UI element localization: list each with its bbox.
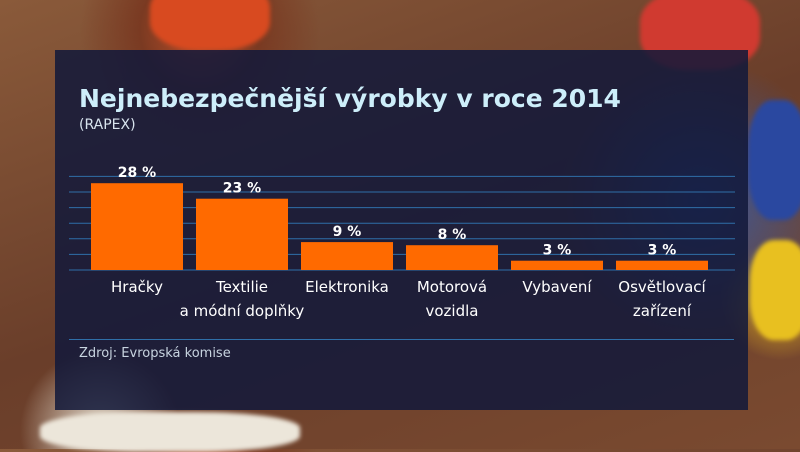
category-label: Textilie [215, 278, 268, 296]
bar [91, 183, 183, 270]
bar [511, 260, 603, 270]
background-toy [150, 0, 270, 50]
chart-title: Nejnebezpečnější výrobky v roce 2014 [79, 84, 621, 113]
data-label: 3 % [648, 243, 677, 259]
category-label: zařízení [633, 302, 692, 320]
data-label: 28 % [118, 165, 156, 181]
background-toy [750, 240, 800, 340]
background-toy [40, 412, 300, 452]
chart-subtitle: (RAPEX) [79, 117, 136, 133]
category-label: a módní doplňky [180, 302, 305, 320]
bar [301, 242, 393, 270]
bar-chart: 28 % Hračky 23 % Textilie a módní doplňky 9 %… [69, 165, 735, 320]
category-label: Motorová [417, 278, 487, 296]
chart-panel: Nejnebezpečnější výrobky v roce 2014 (RA… [55, 50, 748, 410]
category-label: Hračky [111, 278, 163, 296]
data-label: 8 % [438, 227, 467, 243]
bar [406, 245, 498, 270]
category-label: Osvětlovací [618, 278, 706, 296]
source-note: Zdroj: Evropská komise [79, 346, 231, 361]
data-label: 23 % [223, 181, 261, 197]
data-label: 9 % [333, 224, 362, 240]
category-label: vozidla [426, 302, 479, 320]
background-toy [748, 100, 800, 220]
bar [616, 260, 708, 270]
category-label: Vybavení [522, 278, 592, 296]
divider [69, 339, 734, 340]
category-label: Elektronika [305, 278, 389, 296]
data-label: 3 % [543, 243, 572, 259]
bar [196, 198, 288, 270]
